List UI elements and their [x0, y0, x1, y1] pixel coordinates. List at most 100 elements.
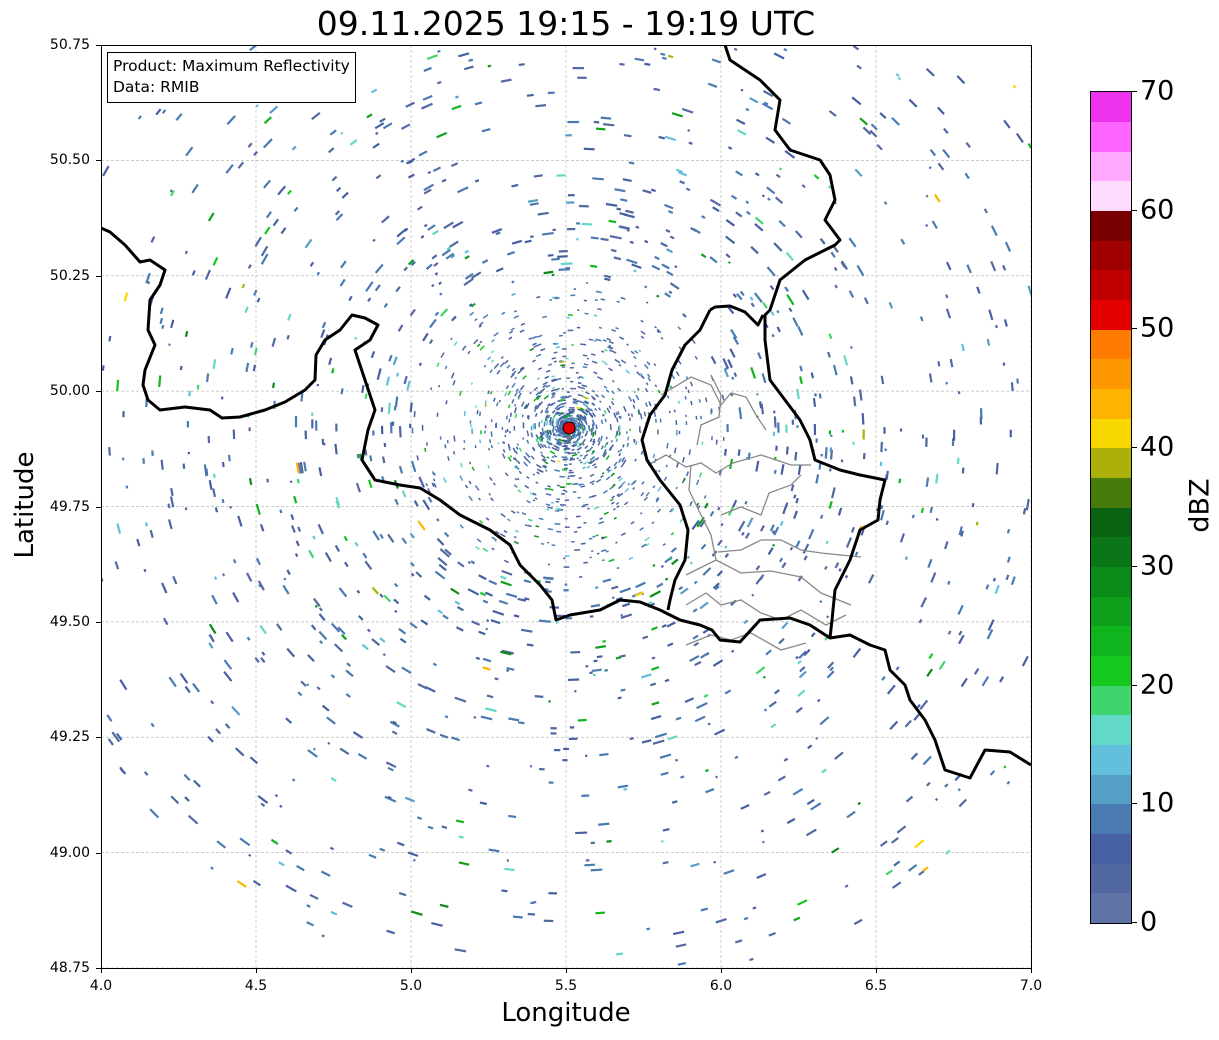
radar-echo: [840, 260, 849, 270]
radar-echo: [227, 454, 231, 462]
radar-echo: [1012, 84, 1017, 89]
radar-echo: [306, 904, 311, 908]
radar-echo: [241, 283, 246, 289]
y-tick-label: 49.00: [49, 844, 90, 861]
radar-echo: [423, 183, 435, 192]
radar-echo: [684, 396, 687, 400]
radar-echo: [650, 715, 662, 721]
radar-echo: [575, 417, 581, 422]
radar-echo: [544, 577, 554, 581]
radar-echo: [536, 295, 541, 299]
radar-echo: [108, 335, 112, 342]
radar-echo: [439, 548, 450, 558]
radar-echo: [578, 477, 582, 480]
radar-echo: [720, 522, 724, 527]
radar-echo: [677, 400, 681, 404]
radar-echo: [1002, 264, 1007, 271]
radar-echo: [172, 575, 178, 585]
radar-echo: [815, 736, 819, 741]
radar-echo: [937, 162, 945, 171]
radar-echo: [159, 307, 164, 315]
radar-echo: [679, 587, 689, 595]
radar-echo: [479, 519, 484, 524]
radar-echo: [944, 849, 951, 855]
radar-echo: [555, 346, 561, 349]
radar-echo: [617, 696, 622, 700]
radar-echo: [259, 523, 265, 532]
radar-echo: [514, 391, 518, 397]
radar-echo: [542, 431, 545, 436]
radar-echo: [778, 557, 784, 563]
radar-echo: [291, 778, 296, 782]
radar-echo: [482, 599, 489, 604]
radar-echo: [1003, 319, 1008, 327]
radar-echo: [361, 643, 369, 651]
radar-echo: [983, 208, 988, 214]
radar-echo: [427, 825, 434, 830]
radar-echo: [507, 404, 511, 409]
radar-echo: [556, 440, 562, 444]
y-tick-mark: [96, 852, 101, 854]
radar-echo: [394, 498, 399, 506]
radar-echo: [539, 387, 546, 393]
radar-echo: [587, 507, 590, 510]
radar-echo: [796, 899, 808, 906]
radar-echo: [832, 364, 838, 376]
radar-echo: [520, 322, 526, 326]
radar-echo: [694, 715, 706, 723]
radar-echo: [905, 795, 914, 803]
radar-echo: [597, 307, 602, 311]
radar-echo: [600, 474, 604, 479]
radar-echo: [490, 497, 494, 502]
radar-echo: [541, 427, 544, 432]
radar-echo: [789, 546, 794, 551]
radar-echo: [420, 619, 429, 626]
radar-echo: [383, 594, 392, 603]
radar-echo: [644, 239, 649, 244]
radar-echo: [799, 365, 803, 372]
radar-echo: [610, 440, 613, 443]
radar-echo: [987, 619, 995, 631]
radar-echo: [464, 249, 469, 254]
canton-border: [696, 374, 722, 446]
radar-echo: [798, 650, 807, 659]
radar-echo: [713, 860, 717, 864]
radar-echo: [608, 340, 614, 345]
radar-echo: [515, 446, 519, 450]
radar-echo: [986, 338, 991, 346]
radar-echo: [592, 438, 596, 443]
radar-echo: [491, 536, 497, 541]
radar-echo: [869, 129, 878, 138]
radar-echo: [184, 796, 190, 802]
radar-echo: [749, 97, 759, 104]
colorbar-segment: [1091, 448, 1131, 478]
radar-echo: [538, 619, 551, 623]
radar-echo: [617, 475, 621, 480]
radar-echo: [942, 148, 951, 159]
radar-echo: [795, 655, 799, 660]
radar-echo: [724, 367, 728, 371]
radar-echo: [661, 263, 670, 270]
radar-echo: [922, 755, 932, 766]
radar-echo: [625, 369, 630, 374]
radar-echo: [421, 102, 433, 110]
radar-echo: [473, 338, 479, 345]
radar-echo: [780, 464, 785, 475]
colorbar-tick-label: 40: [1140, 431, 1175, 463]
radar-echo: [551, 393, 556, 397]
radar-echo: [618, 415, 621, 419]
radar-echo: [255, 557, 261, 566]
radar-echo: [736, 292, 743, 301]
radar-echo: [605, 550, 609, 553]
radar-echo: [700, 253, 707, 259]
radar-echo: [602, 640, 606, 643]
radar-echo: [626, 343, 629, 346]
radar-echo: [319, 640, 323, 645]
radar-echo: [559, 430, 565, 436]
radar-echo: [1003, 765, 1007, 769]
radar-echo: [374, 263, 384, 274]
radar-echo: [285, 717, 293, 724]
radar-echo: [385, 665, 396, 674]
radar-echo: [459, 462, 463, 468]
radar-echo: [580, 461, 583, 464]
